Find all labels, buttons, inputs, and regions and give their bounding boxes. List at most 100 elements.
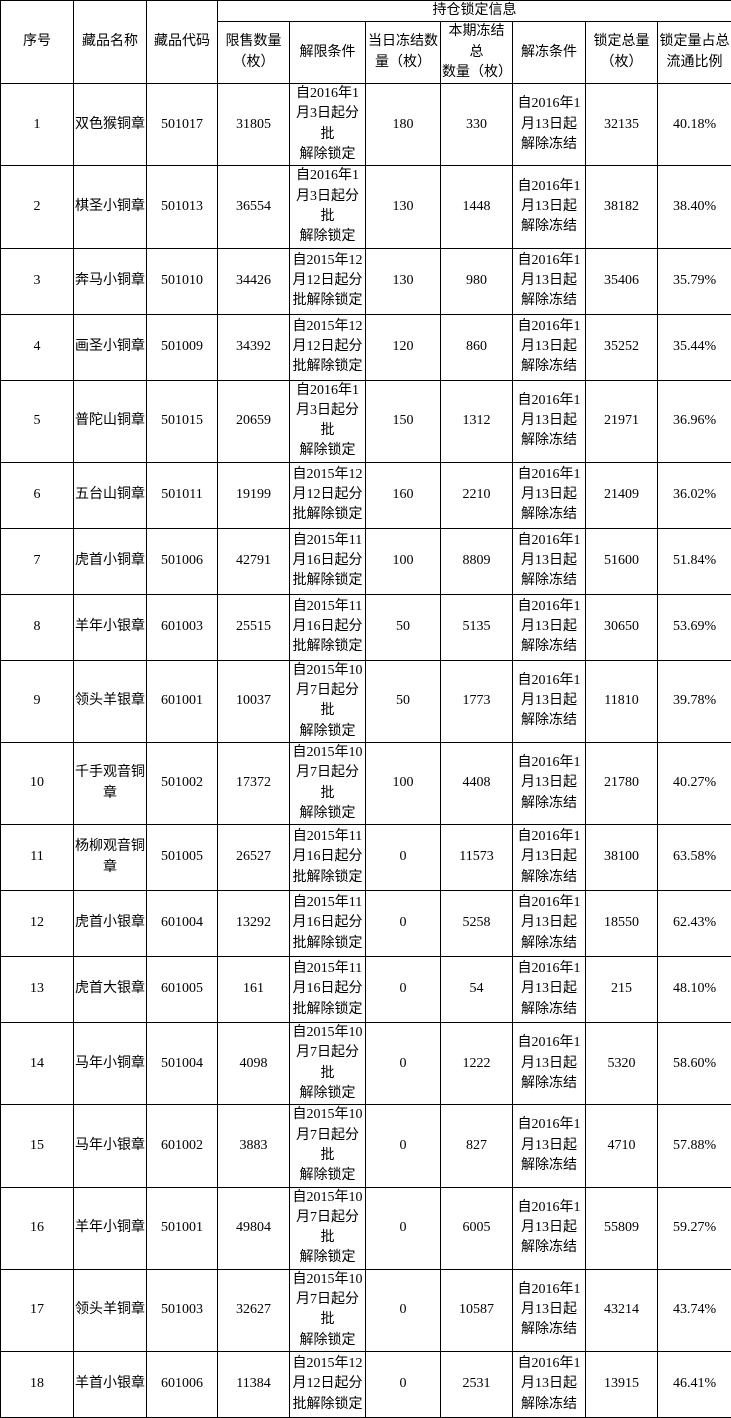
table-cell: 自2016年1 月13日起 解除冻结 <box>513 1105 586 1187</box>
table-cell: 7 <box>1 528 74 594</box>
table-cell: 215 <box>586 957 658 1023</box>
table-cell: 自2016年1 月13日起 解除冻结 <box>513 462 586 528</box>
table-cell: 46.41% <box>658 1351 731 1417</box>
table-cell: 501013 <box>147 166 218 248</box>
table-cell: 2 <box>1 166 74 248</box>
table-cell: 501005 <box>147 825 218 891</box>
table-cell: 10 <box>1 742 74 824</box>
table-cell: 36.96% <box>658 380 731 462</box>
table-cell: 501003 <box>147 1269 218 1351</box>
header-cell-period-frozen-total: 本期冻结总 数量（枚） <box>441 22 513 84</box>
table-cell: 五台山铜章 <box>74 462 147 528</box>
table-cell: 自2015年12 月12日起分 批解除锁定 <box>290 1351 366 1417</box>
table-cell: 501015 <box>147 380 218 462</box>
table-cell: 自2015年10 月7日起分批 解除锁定 <box>290 660 366 742</box>
table-cell: 自2015年11 月16日起分 批解除锁定 <box>290 957 366 1023</box>
table-cell: 棋圣小铜章 <box>74 166 147 248</box>
table-cell: 领头羊银章 <box>74 660 147 742</box>
table-cell: 0 <box>366 1269 441 1351</box>
table-cell: 16 <box>1 1187 74 1269</box>
table-cell: 马年小银章 <box>74 1105 147 1187</box>
table-cell: 6 <box>1 462 74 528</box>
table-cell: 3 <box>1 248 74 314</box>
table-cell: 自2016年1 月3日起分批 解除锁定 <box>290 380 366 462</box>
table-cell: 30650 <box>586 594 658 660</box>
header-cell-unfreeze-condition: 解冻条件 <box>513 22 586 84</box>
table-cell: 2531 <box>441 1351 513 1417</box>
table-cell: 自2016年1 月13日起 解除冻结 <box>513 1023 586 1105</box>
table-cell: 827 <box>441 1105 513 1187</box>
table-cell: 5 <box>1 380 74 462</box>
table-cell: 0 <box>366 1351 441 1417</box>
table-cell: 虎首小铜章 <box>74 528 147 594</box>
table-cell: 自2016年1 月13日起 解除冻结 <box>513 594 586 660</box>
table-cell: 6005 <box>441 1187 513 1269</box>
table-cell: 自2015年10 月7日起分批 解除锁定 <box>290 1187 366 1269</box>
table-cell: 34392 <box>218 314 290 380</box>
table-cell: 自2015年12 月12日起分 批解除锁定 <box>290 314 366 380</box>
table-cell: 10587 <box>441 1269 513 1351</box>
table-cell: 9 <box>1 660 74 742</box>
table-cell: 62.43% <box>658 891 731 957</box>
table-cell: 17 <box>1 1269 74 1351</box>
table-cell: 51.84% <box>658 528 731 594</box>
table-cell: 1312 <box>441 380 513 462</box>
table-cell: 自2016年1 月13日起 解除冻结 <box>513 314 586 380</box>
table-cell: 自2016年1 月13日起 解除冻结 <box>513 528 586 594</box>
table-header: 序号 藏品名称 藏品代码 持仓锁定信息 限售数量 （枚） 解限条件 当日冻结数 … <box>1 1 731 84</box>
table-cell: 0 <box>366 891 441 957</box>
table-cell: 36.02% <box>658 462 731 528</box>
table-cell: 3883 <box>218 1105 290 1187</box>
table-cell: 11 <box>1 825 74 891</box>
table-cell: 奔马小铜章 <box>74 248 147 314</box>
table-cell: 130 <box>366 248 441 314</box>
table-cell: 15 <box>1 1105 74 1187</box>
table-cell: 100 <box>366 742 441 824</box>
table-cell: 40.27% <box>658 742 731 824</box>
header-cell-locked-ratio: 锁定量占总 流通比例 <box>658 22 731 84</box>
table-cell: 601005 <box>147 957 218 1023</box>
table-cell: 双色猴铜章 <box>74 84 147 166</box>
table-cell: 自2016年1 月13日起 解除冻结 <box>513 248 586 314</box>
header-cell-index: 序号 <box>1 1 74 84</box>
table-cell: 980 <box>441 248 513 314</box>
table-cell: 自2016年1 月13日起 解除冻结 <box>513 1187 586 1269</box>
table-cell: 860 <box>441 314 513 380</box>
table-cell: 100 <box>366 528 441 594</box>
header-cell-day-frozen-qty: 当日冻结数 量（枚） <box>366 22 441 84</box>
table-cell: 1448 <box>441 166 513 248</box>
table-cell: 4408 <box>441 742 513 824</box>
table-cell: 120 <box>366 314 441 380</box>
table-cell: 0 <box>366 1023 441 1105</box>
table-cell: 57.88% <box>658 1105 731 1187</box>
table-cell: 马年小铜章 <box>74 1023 147 1105</box>
table-cell: 8809 <box>441 528 513 594</box>
table-cell: 58.60% <box>658 1023 731 1105</box>
table-cell: 自2016年1 月13日起 解除冻结 <box>513 380 586 462</box>
table-cell: 20659 <box>218 380 290 462</box>
table-cell: 63.58% <box>658 825 731 891</box>
table-cell: 161 <box>218 957 290 1023</box>
table-cell: 21409 <box>586 462 658 528</box>
table-cell: 11384 <box>218 1351 290 1417</box>
table-cell: 普陀山铜章 <box>74 380 147 462</box>
table-cell: 虎首大银章 <box>74 957 147 1023</box>
table-cell: 53.69% <box>658 594 731 660</box>
table-cell: 领头羊铜章 <box>74 1269 147 1351</box>
table-cell: 画圣小铜章 <box>74 314 147 380</box>
header-cell-lock-info-group: 持仓锁定信息 <box>218 1 731 22</box>
table-cell: 1773 <box>441 660 513 742</box>
table-cell: 自2016年1 月3日起分批 解除锁定 <box>290 84 366 166</box>
table-cell: 0 <box>366 957 441 1023</box>
table-cell: 25515 <box>218 594 290 660</box>
table-cell: 19199 <box>218 462 290 528</box>
table-cell: 自2016年1 月13日起 解除冻结 <box>513 742 586 824</box>
header-cell-name: 藏品名称 <box>74 1 147 84</box>
table-cell: 42791 <box>218 528 290 594</box>
